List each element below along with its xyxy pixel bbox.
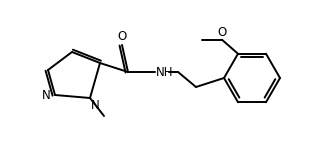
- Text: N: N: [42, 88, 51, 101]
- Text: N: N: [91, 99, 100, 112]
- Text: O: O: [217, 26, 227, 39]
- Text: NH: NH: [156, 65, 174, 79]
- Text: O: O: [117, 30, 127, 43]
